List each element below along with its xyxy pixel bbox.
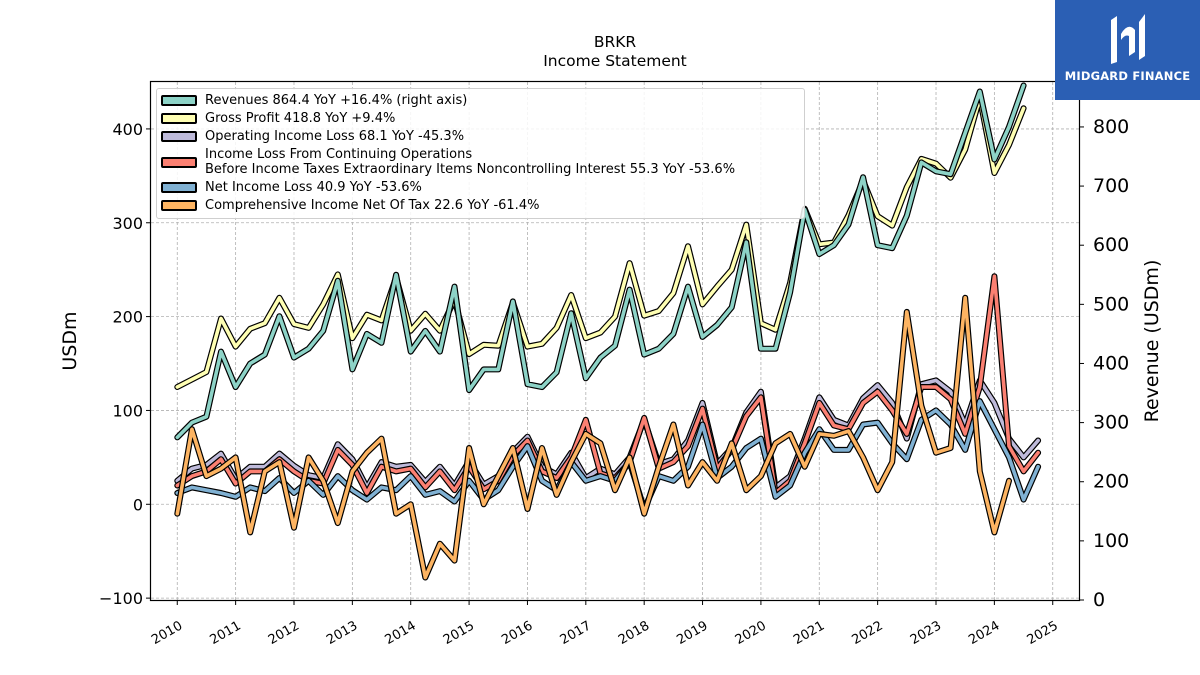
legend-item-revenues: Revenues 864.4 YoY +16.4% (right axis) bbox=[157, 92, 804, 110]
x-tick-label: 2020 bbox=[733, 618, 769, 648]
series-line-comprehensive-income bbox=[175, 295, 1011, 580]
midgard-logo-icon bbox=[1111, 14, 1145, 64]
legend-swatch bbox=[161, 200, 197, 211]
legend-swatch bbox=[161, 113, 197, 124]
x-tick-label: 2012 bbox=[266, 618, 302, 648]
chart-subtitle: Income Statement bbox=[543, 52, 687, 70]
y-tick-label-left: −100 bbox=[99, 589, 143, 608]
legend-swatch bbox=[161, 156, 197, 168]
legend-item-operating-income: Operating Income Loss 68.1 YoY -45.3% bbox=[157, 128, 804, 146]
legend-swatch bbox=[161, 182, 197, 193]
y-tick-label-left: 200 bbox=[112, 308, 143, 327]
x-tick-label: 2016 bbox=[499, 618, 535, 648]
y-tick-label-right: 500 bbox=[1093, 293, 1129, 315]
x-tick-label: 2021 bbox=[791, 618, 827, 648]
legend-item-gross-profit: Gross Profit 418.8 YoY +9.4% bbox=[157, 110, 804, 128]
x-tick-label: 2025 bbox=[1025, 618, 1061, 648]
legend-swatch bbox=[161, 131, 197, 142]
y-tick-label-right: 0 bbox=[1093, 589, 1105, 611]
x-tick-label: 2015 bbox=[441, 618, 477, 648]
midgard-finance-logo: MIDGARD FINANCE bbox=[1055, 0, 1200, 100]
x-tick-label: 2014 bbox=[383, 618, 419, 648]
y-tick-label-right: 400 bbox=[1093, 352, 1129, 374]
legend-item-net-income: Net Income Loss 40.9 YoY -53.6% bbox=[157, 179, 804, 197]
y-tick-label-right: 200 bbox=[1093, 471, 1129, 493]
plot-frame bbox=[149, 80, 1081, 602]
x-tick-label: 2019 bbox=[674, 618, 710, 648]
y-tick-label-right: 600 bbox=[1093, 234, 1129, 256]
series-lines bbox=[174, 82, 1042, 581]
x-tick-label: 2017 bbox=[558, 618, 594, 648]
legend-item-comprehensive-income: Comprehensive Income Net Of Tax 22.6 YoY… bbox=[157, 197, 804, 215]
legend-label: Income Loss From Continuing Operations B… bbox=[205, 147, 736, 177]
x-tick-label: 2011 bbox=[207, 618, 243, 648]
x-tick-label: 2013 bbox=[324, 618, 360, 648]
x-tick-label: 2023 bbox=[908, 618, 944, 648]
legend-label: Gross Profit 418.8 YoY +9.4% bbox=[205, 111, 396, 126]
y-tick-label-left: 300 bbox=[112, 214, 143, 233]
legend-label: Operating Income Loss 68.1 YoY -45.3% bbox=[205, 129, 465, 144]
legend-label: Comprehensive Income Net Of Tax 22.6 YoY… bbox=[205, 198, 540, 213]
series-line-revenues bbox=[175, 83, 1026, 440]
y-tick-label-right: 300 bbox=[1093, 412, 1129, 434]
logo-text: MIDGARD FINANCE bbox=[1064, 69, 1191, 83]
x-tick-label: 2022 bbox=[849, 618, 885, 648]
y-tick-label-left: 100 bbox=[112, 401, 143, 420]
legend-swatch bbox=[161, 95, 197, 106]
legend-label: Net Income Loss 40.9 YoY -53.6% bbox=[205, 180, 422, 195]
y-tick-label-right: 700 bbox=[1093, 175, 1129, 197]
y-tick-label-right: 100 bbox=[1093, 530, 1129, 552]
x-tick-label: 2018 bbox=[616, 618, 652, 648]
y-axis-label-left: USDm bbox=[59, 311, 81, 370]
chart-legend: Revenues 864.4 YoY +16.4% (right axis) Gr… bbox=[156, 88, 805, 219]
y-axis-label-right: Revenue (USDm) bbox=[1141, 260, 1163, 423]
y-tick-label-left: 0 bbox=[133, 495, 143, 514]
chart-title-ticker: BRKR bbox=[593, 33, 637, 51]
legend-item-income-before-tax: Income Loss From Continuing Operations B… bbox=[157, 146, 804, 179]
x-tick-label: 2024 bbox=[966, 618, 1002, 648]
x-tick-label: 2010 bbox=[149, 618, 185, 648]
legend-label: Revenues 864.4 YoY +16.4% (right axis) bbox=[205, 93, 468, 108]
y-tick-label-right: 800 bbox=[1093, 116, 1129, 138]
series-line-gross-profit bbox=[175, 96, 1026, 389]
y-tick-label-left: 400 bbox=[112, 120, 143, 139]
